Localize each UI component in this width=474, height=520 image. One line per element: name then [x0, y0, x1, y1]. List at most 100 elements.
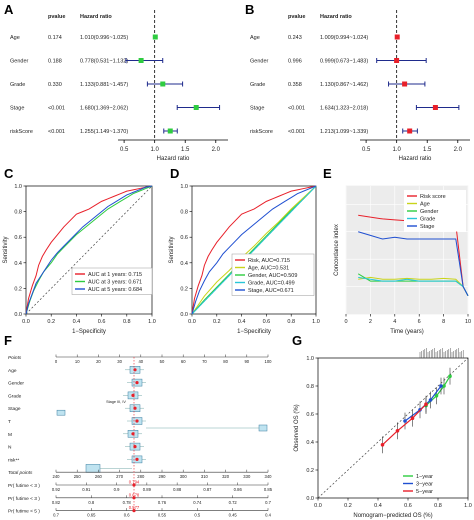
panel-letter-B: B [245, 2, 254, 17]
nomogram-tick-label: 0.9 [114, 487, 120, 492]
y-tick-label: 0.4 [14, 261, 22, 267]
x-tick-label: 1.0 [392, 147, 401, 153]
nomogram-tick-label: 280 [137, 474, 145, 479]
diagonal-line [25, 185, 153, 315]
row-label: Age [10, 35, 20, 41]
x-tick-label: 0.2 [213, 319, 221, 325]
nomogram-tick-label: 70 [202, 359, 207, 364]
x-tick-label: 1.0 [464, 503, 472, 509]
row-label: riskScore [250, 129, 273, 135]
row-hr-text: 1.213(1.099~1.339) [320, 129, 368, 135]
hr-point [167, 128, 173, 134]
nomogram-tick-label: 0.86 [234, 487, 243, 492]
y-tick-label: 0.0 [180, 312, 188, 318]
row-label: Gender [10, 59, 29, 65]
series-point [395, 429, 400, 433]
nomogram-row-label: risk** [8, 457, 19, 463]
nomogram-tick-label: 0.65 [87, 513, 96, 518]
row-hr-text: 1.010(0.996~1.025) [80, 35, 128, 41]
x-tick-label: 0.6 [263, 319, 271, 325]
row-pvalue: <0.001 [288, 129, 305, 135]
y-tick-label: 1.0 [14, 184, 22, 190]
nomogram-row-label: M [8, 432, 12, 438]
y-axis-label: Sensitivity [3, 236, 9, 263]
nomogram-tick-label: 300 [180, 474, 188, 479]
nomogram-tick-label: 270 [116, 474, 124, 479]
nomogram-tick-label: 50 [160, 359, 165, 364]
nomogram-tick-label: 0.85 [264, 487, 273, 492]
x-axis-label: Hazard ratio [157, 156, 190, 162]
nomogram-tick-label: 0.7 [265, 500, 271, 505]
row-label: Grade [10, 82, 25, 88]
row-pvalue: 0.188 [48, 59, 62, 65]
nomogram-tick-label: 60 [181, 359, 186, 364]
nomogram-tick-label: 0.5 [194, 513, 200, 518]
nomogram-tick-label: 260 [95, 474, 103, 479]
nomogram-row-label: Grade [8, 393, 22, 399]
x-tick-label: 0.4 [374, 503, 382, 509]
x-tick-label: 10 [465, 319, 471, 325]
nomogram-tick-label: 310 [201, 474, 209, 479]
x-tick-label: 0.2 [344, 503, 352, 509]
hr-point [193, 105, 199, 110]
hr-point [432, 105, 438, 110]
nomogram-tick-label: 30 [117, 359, 122, 364]
nomogram-tick-label: 0.7 [53, 513, 59, 518]
legend-label: Gender, AUC=0.509 [248, 273, 297, 279]
legend-label: 1−year [416, 474, 433, 480]
x-tick-label: 0.5 [362, 147, 371, 153]
series-point [448, 374, 452, 379]
x-tick-label: 0.8 [123, 319, 131, 325]
row-hr-text: 1.130(0.867~1.462) [320, 82, 368, 88]
legend-box [231, 253, 315, 296]
x-tick-label: 0.5 [120, 147, 129, 153]
legend-label: 3−year [416, 482, 433, 488]
y-tick-label: 0.4 [180, 261, 188, 267]
row-pvalue: <0.001 [288, 106, 305, 112]
nomogram-tick-label: 0.45 [229, 513, 238, 518]
nomogram-tick-label: 0.88 [173, 487, 182, 492]
nomogram-tick-label: 0.55 [158, 513, 167, 518]
series-point [434, 394, 439, 398]
nomogram-tick-label: 320 [222, 474, 230, 479]
hr-point [138, 58, 144, 63]
hr-point [394, 34, 400, 40]
x-tick-label: 0.6 [404, 503, 412, 509]
panel-letter-E: E [323, 166, 332, 181]
nomogram-point [135, 381, 139, 385]
legend-label: Grade [420, 217, 435, 223]
header-hazard-ratio: Hazard ratio [320, 14, 352, 20]
nomogram-tick-label: 340 [265, 474, 273, 479]
nomogram-tick-label: 90 [244, 359, 249, 364]
panel-letter-D: D [170, 166, 179, 181]
y-tick-label: 1.0 [180, 184, 188, 190]
nomogram-tick-label: 0.4 [265, 513, 271, 518]
y-axis-label: Sensitivity [169, 236, 175, 263]
nomogram-tick-label: 0.89 [143, 487, 152, 492]
row-label: riskScore [10, 129, 33, 135]
series-point [380, 443, 385, 447]
row-pvalue: 0.358 [288, 82, 302, 88]
chart-G: 0.0 0.2 0.4 0.6 0.8 1.0 0.0 0.2 0.4 0.6 0.8 1.0 Nomo… [294, 356, 472, 519]
nomogram-tick-label: 0.92 [52, 487, 61, 492]
chart-E: 0 2 4 6 8 10 Time (years) Concordance index Risk… [334, 185, 471, 335]
nomogram-row-label: Age [8, 368, 17, 374]
legend-label: Gender [420, 209, 439, 215]
chart-D: 0.0 0.2 0.4 0.6 0.8 1.0 0.0 0.2 0.4 0.6 0.8 1.0 1−Sp… [169, 184, 320, 335]
series-line [25, 185, 153, 315]
nomogram-box [258, 424, 268, 432]
x-tick-label: 8 [442, 319, 445, 325]
row-label: Stage [250, 106, 264, 112]
nomogram-annotation: Stage III, IV [106, 400, 126, 404]
nomogram-tick-label: 0.76 [158, 500, 167, 505]
hr-point [394, 58, 400, 63]
y-tick-label: 0.0 [14, 312, 22, 318]
x-tick-label: 4 [393, 319, 396, 325]
series-line [191, 185, 317, 315]
series-point [403, 419, 407, 423]
x-tick-label: 0.0 [188, 319, 196, 325]
forest-plot-B: pvalue Hazard ratio Age 0.243 1.009(0.994~1.… [250, 10, 470, 162]
nomogram-point [135, 419, 139, 423]
x-tick-label: 0.4 [73, 319, 81, 325]
